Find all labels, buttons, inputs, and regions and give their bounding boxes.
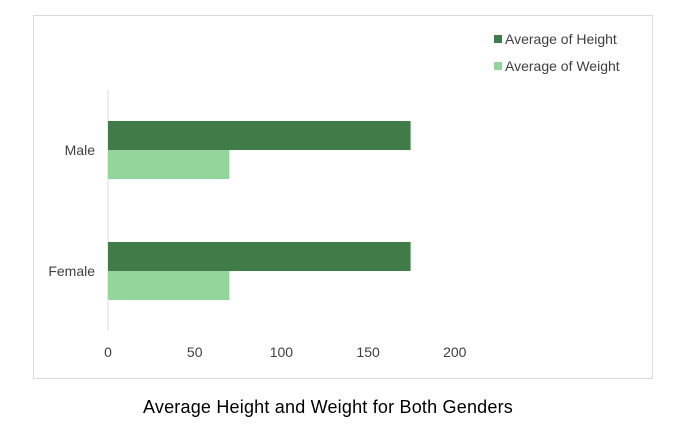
x-tick-label: 150 — [356, 344, 380, 360]
tick-layer: 0 50 100 150 200 — [104, 344, 467, 360]
category-label: Female — [48, 263, 95, 279]
bar-female-height — [108, 242, 411, 271]
category-label: Male — [65, 142, 96, 158]
x-tick-label: 200 — [443, 344, 467, 360]
legend-label: Average of Weight — [505, 58, 620, 74]
bars-layer — [108, 121, 411, 300]
legend-swatch — [494, 62, 502, 70]
chart-caption: Average Height and Weight for Both Gende… — [143, 397, 513, 417]
x-tick-label: 0 — [104, 344, 112, 360]
legend: Average of Height Average of Weight — [494, 31, 620, 74]
bar-female-weight — [108, 271, 230, 300]
bar-male-height — [108, 121, 411, 150]
category-layer: Male Female — [48, 142, 95, 279]
legend-label: Average of Height — [505, 31, 617, 47]
x-tick-label: 100 — [270, 344, 294, 360]
chart-frame — [33, 15, 653, 379]
x-tick-label: 50 — [187, 344, 203, 360]
bar-male-weight — [108, 150, 230, 179]
legend-swatch — [494, 35, 502, 43]
